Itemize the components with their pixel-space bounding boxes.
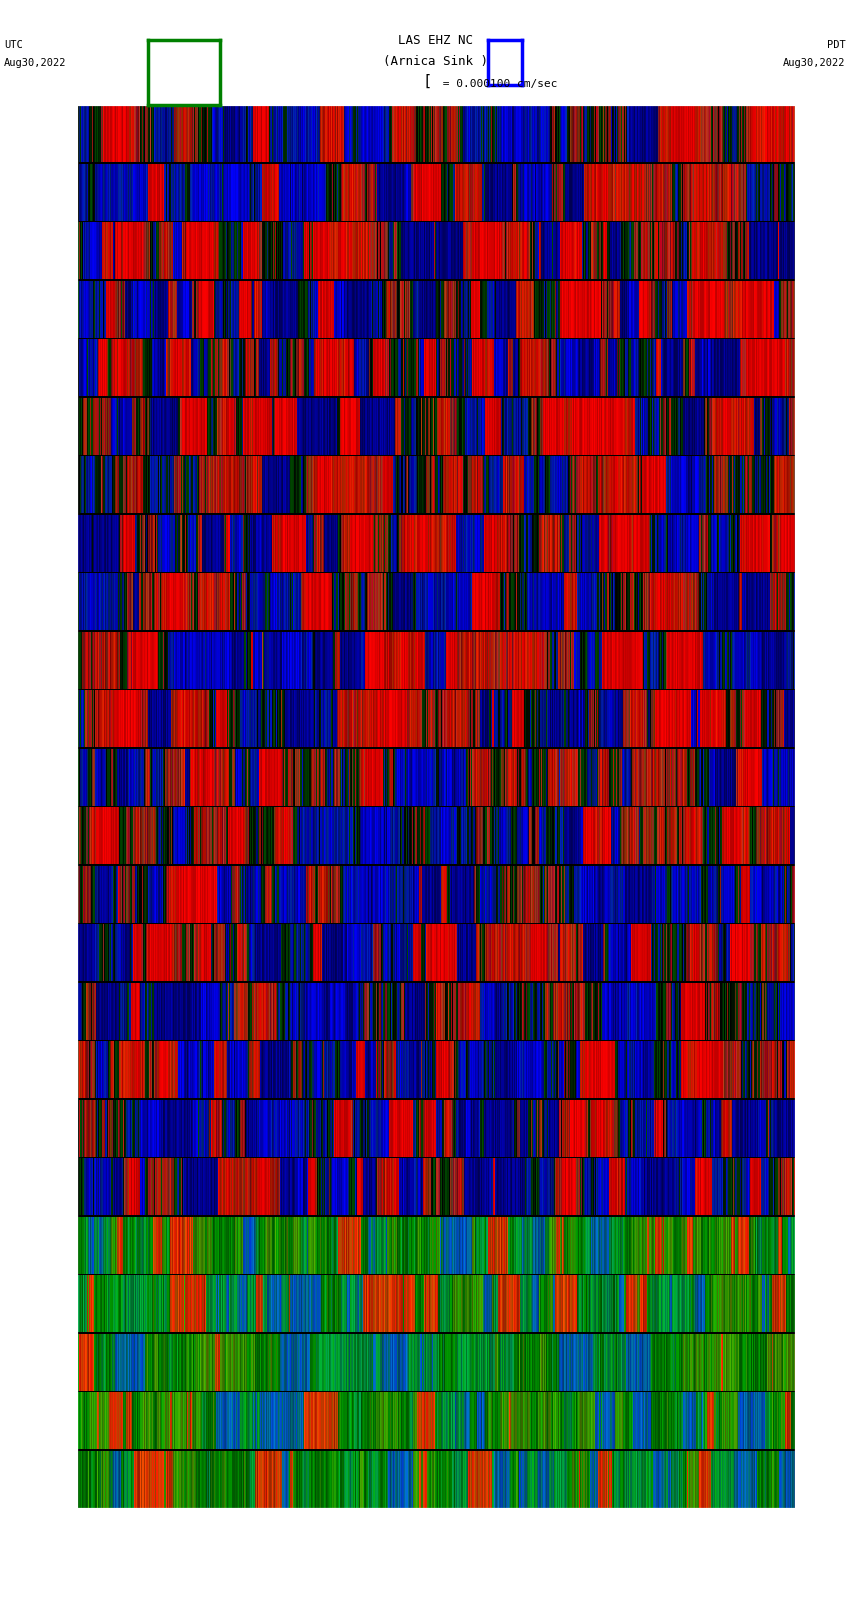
- Text: [: [: [422, 74, 431, 89]
- Text: = 0.000100 cm/sec: = 0.000100 cm/sec: [435, 79, 557, 89]
- Text: LAS EHZ NC: LAS EHZ NC: [398, 34, 473, 47]
- Text: Aug30,2022: Aug30,2022: [4, 58, 67, 68]
- Text: Aug30,2022: Aug30,2022: [783, 58, 846, 68]
- Text: PDT: PDT: [827, 40, 846, 50]
- X-axis label: Time (MINUTES): Time (MINUTES): [388, 1531, 483, 1540]
- Text: UTC: UTC: [4, 40, 23, 50]
- Text: (Arnica Sink ): (Arnica Sink ): [383, 55, 488, 68]
- Text: x [ = 0.000100 cm/sec = 100 microvolts: x [ = 0.000100 cm/sec = 100 microvolts: [4, 1571, 208, 1581]
